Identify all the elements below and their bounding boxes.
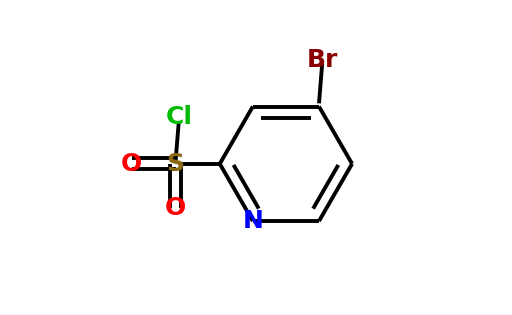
Text: O: O bbox=[165, 196, 186, 220]
Text: N: N bbox=[242, 209, 263, 233]
Text: S: S bbox=[167, 152, 185, 176]
Text: Br: Br bbox=[307, 48, 338, 72]
Text: O: O bbox=[121, 152, 142, 176]
Text: Cl: Cl bbox=[165, 106, 193, 129]
